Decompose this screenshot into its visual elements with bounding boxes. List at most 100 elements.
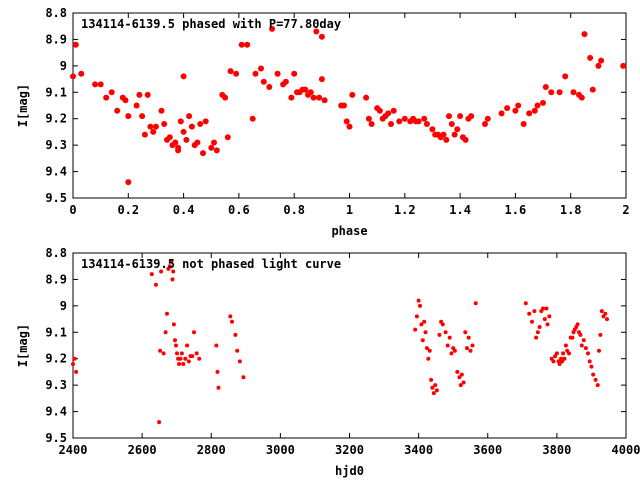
unphased-data-point: [541, 306, 545, 311]
unphased-data-point: [153, 282, 158, 287]
phased-data-point: [139, 113, 146, 120]
unphased-data-point: [426, 356, 431, 361]
phased-data-point: [368, 121, 375, 127]
unphased-data-point: [185, 343, 190, 348]
unphased-data-point: [169, 258, 174, 263]
phased-data-point: [180, 73, 187, 80]
unphased-data-point: [563, 343, 568, 348]
unphased-data-point: [228, 314, 233, 319]
phased-x-tick-label: 1.6: [505, 203, 527, 217]
unphased-data-point: [544, 306, 549, 311]
phased-data-point: [175, 147, 182, 154]
unphased-data-point: [418, 303, 422, 308]
phased-data-point: [595, 62, 602, 69]
phased-data-point: [349, 91, 356, 98]
unphased-data-points: [71, 258, 609, 425]
phased-data-point: [108, 89, 115, 96]
phased-data-point: [158, 107, 165, 114]
unphased-y-tick-label: 9.2: [45, 352, 67, 366]
unphased-data-point: [440, 322, 445, 327]
phased-data-point: [186, 113, 193, 120]
unphased-x-tick-label: 3800: [542, 443, 571, 457]
phased-data-point: [183, 136, 190, 143]
unphased-data-point: [468, 348, 473, 353]
phased-data-point: [318, 76, 325, 83]
unphased-data-point: [171, 322, 176, 327]
unphased-y-axis-label: I[mag]: [16, 324, 30, 367]
unphased-data-point: [532, 309, 537, 314]
phased-data-point: [266, 84, 273, 90]
phased-data-point: [233, 70, 240, 77]
unphased-chart: 2400 2600 2800 3000 3200 3400 3600 3800 4000 8.8…: [16, 246, 640, 478]
phased-data-point: [307, 89, 314, 96]
phased-data-point: [269, 25, 276, 32]
unphased-data-point: [233, 332, 238, 337]
phased-data-point: [78, 70, 85, 77]
phased-data-point: [451, 131, 458, 138]
phased-x-tick-label: 1.4: [449, 203, 471, 217]
unphased-data-point: [170, 277, 175, 282]
unphased-data-point: [465, 346, 469, 351]
phased-data-point: [222, 94, 229, 101]
phased-x-tick-label: 0.4: [173, 203, 195, 217]
phased-y-tick-label: 9.4: [45, 165, 67, 179]
phased-x-tick-label: 0.8: [283, 203, 305, 217]
phased-data-point: [274, 70, 281, 77]
unphased-data-point: [430, 385, 435, 390]
phased-data-point: [520, 121, 527, 127]
unphased-data-point: [545, 322, 550, 327]
unphased-data-point: [458, 383, 463, 388]
unphased-data-point: [158, 348, 163, 353]
phased-data-point: [462, 136, 469, 143]
phased-data-point: [291, 70, 298, 77]
phased-y-tick-label: 9.3: [45, 138, 67, 152]
unphased-data-point: [215, 369, 220, 374]
unphased-data-point: [470, 343, 475, 348]
phased-data-point: [385, 110, 392, 117]
phased-data-point: [540, 99, 546, 106]
unphased-data-point: [603, 311, 608, 316]
phased-data-point: [161, 121, 168, 127]
unphased-data-point: [595, 383, 600, 388]
unphased-data-point: [449, 351, 454, 356]
phased-y-tick-label: 8.8: [45, 6, 67, 20]
phased-data-point: [249, 115, 256, 122]
unphased-y-tick-label: 9.4: [45, 405, 67, 419]
phased-data-point: [562, 73, 569, 80]
phased-data-point: [321, 97, 328, 104]
unphased-data-point: [537, 325, 542, 329]
phased-data-point: [200, 150, 206, 157]
unphased-data-point: [535, 330, 540, 335]
phased-data-point: [318, 33, 325, 40]
unphased-data-point: [527, 311, 532, 316]
phased-data-point: [197, 121, 204, 127]
unphased-data-point: [551, 359, 556, 364]
unphased-data-point: [523, 301, 528, 306]
phased-data-point: [581, 31, 588, 38]
phased-data-point: [388, 121, 394, 127]
phased-data-point: [446, 113, 452, 120]
unphased-data-point: [466, 335, 471, 340]
phased-x-tick-label: 0: [69, 203, 76, 217]
unphased-data-point: [174, 343, 178, 348]
phased-data-point: [310, 94, 317, 101]
phased-x-axis-label: phase: [331, 224, 367, 238]
phased-data-point: [365, 115, 372, 122]
unphased-data-point: [455, 369, 460, 374]
phased-data-point: [152, 123, 159, 130]
unphased-data-point: [433, 383, 438, 388]
phased-data-point: [260, 78, 267, 85]
unphased-data-point: [159, 269, 164, 274]
phased-data-point: [202, 118, 209, 125]
phased-x-tick-label: 0.2: [117, 203, 139, 217]
phased-data-point: [188, 123, 195, 130]
unphased-data-point: [420, 338, 425, 343]
unphased-data-point: [423, 330, 428, 335]
phased-data-point: [526, 110, 533, 117]
phased-data-point: [498, 110, 505, 117]
phased-data-point: [244, 41, 251, 48]
unphased-data-point: [424, 346, 429, 351]
phased-data-point: [512, 107, 519, 114]
phased-data-point: [421, 115, 428, 122]
